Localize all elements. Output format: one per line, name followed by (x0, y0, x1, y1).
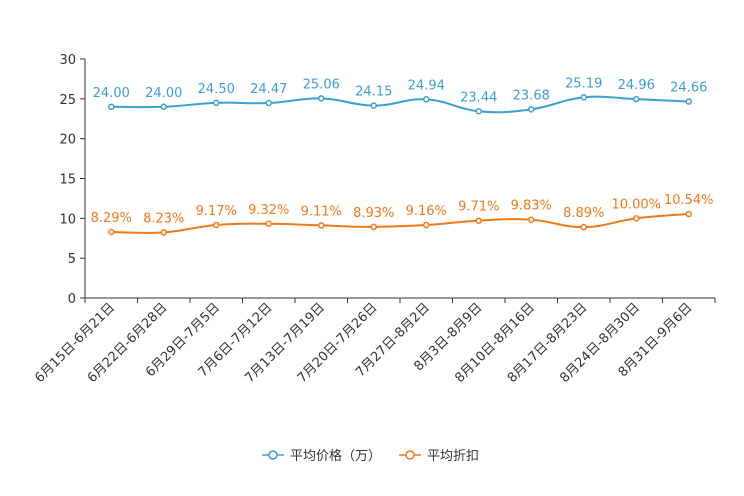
data-point[interactable] (213, 99, 220, 107)
data-label: 9.32% (248, 203, 289, 218)
series-line (111, 213, 689, 234)
legend-marker-icon (405, 450, 415, 460)
legend-item[interactable]: 平均价格（万） (262, 448, 381, 464)
data-label: 24.15 (355, 85, 392, 100)
y-tick-label: 10 (59, 212, 76, 227)
y-tick-label: 25 (59, 93, 76, 108)
data-point[interactable] (108, 103, 115, 111)
legend-marker-icon (268, 450, 278, 460)
data-labels: 24.00 24.00 24.50 24.47 25.06 24.15 24.94 23.44… (91, 76, 714, 226)
data-label: 25.19 (565, 76, 602, 91)
data-label: 24.66 (670, 81, 707, 96)
data-point[interactable] (160, 103, 167, 111)
data-label: 8.29% (91, 211, 132, 226)
series-layer (108, 94, 692, 236)
data-point[interactable] (318, 222, 325, 229)
data-point[interactable] (423, 221, 430, 229)
data-point[interactable] (265, 99, 272, 107)
y-tick-label: 30 (59, 53, 76, 68)
data-label: 8.89% (563, 206, 604, 221)
data-label: 24.50 (198, 82, 235, 97)
data-label: 24.96 (618, 78, 655, 93)
data-label: 9.16% (406, 204, 447, 219)
y-tick-label: 5 (68, 252, 76, 267)
data-point[interactable] (633, 215, 640, 222)
data-label: 25.06 (303, 77, 340, 92)
data-point[interactable] (213, 221, 220, 229)
data-label: 24.94 (408, 78, 445, 93)
data-point[interactable] (580, 94, 587, 101)
data-point[interactable] (265, 220, 272, 228)
data-label: 10.00% (611, 197, 661, 212)
legend-item[interactable]: 平均折扣 (399, 449, 479, 464)
data-label: 24.47 (250, 82, 287, 97)
data-point[interactable] (370, 102, 377, 109)
data-point[interactable] (475, 217, 482, 224)
legend-label: 平均价格（万） (290, 448, 381, 464)
data-point[interactable] (528, 106, 535, 113)
data-point[interactable] (475, 108, 482, 115)
data-point[interactable] (318, 95, 325, 102)
y-tick-label: 20 (59, 133, 76, 148)
legend[interactable]: 平均价格（万） 平均折扣 (262, 448, 479, 464)
data-label: 9.83% (511, 199, 552, 214)
y-tick-label: 0 (68, 292, 76, 307)
data-label: 24.00 (93, 86, 130, 101)
data-point[interactable] (685, 98, 692, 105)
data-point[interactable] (580, 223, 587, 231)
legend-label: 平均折扣 (427, 449, 479, 464)
data-label: 8.23% (143, 211, 184, 226)
data-label: 23.44 (460, 90, 497, 105)
data-point[interactable] (685, 210, 692, 218)
data-label: 8.93% (353, 206, 394, 221)
data-label: 10.54% (664, 193, 714, 208)
series-line (111, 95, 689, 114)
data-label: 24.00 (145, 86, 182, 101)
data-point[interactable] (423, 96, 430, 103)
data-point[interactable] (160, 229, 167, 236)
y-tick-label: 15 (59, 173, 76, 188)
data-point[interactable] (108, 228, 115, 236)
data-point[interactable] (528, 216, 535, 223)
data-label: 9.17% (196, 204, 237, 219)
data-label: 23.68 (513, 88, 550, 103)
data-point[interactable] (633, 95, 640, 103)
data-point[interactable] (370, 223, 377, 231)
data-label: 9.11% (301, 204, 342, 219)
data-label: 9.71% (458, 200, 499, 215)
